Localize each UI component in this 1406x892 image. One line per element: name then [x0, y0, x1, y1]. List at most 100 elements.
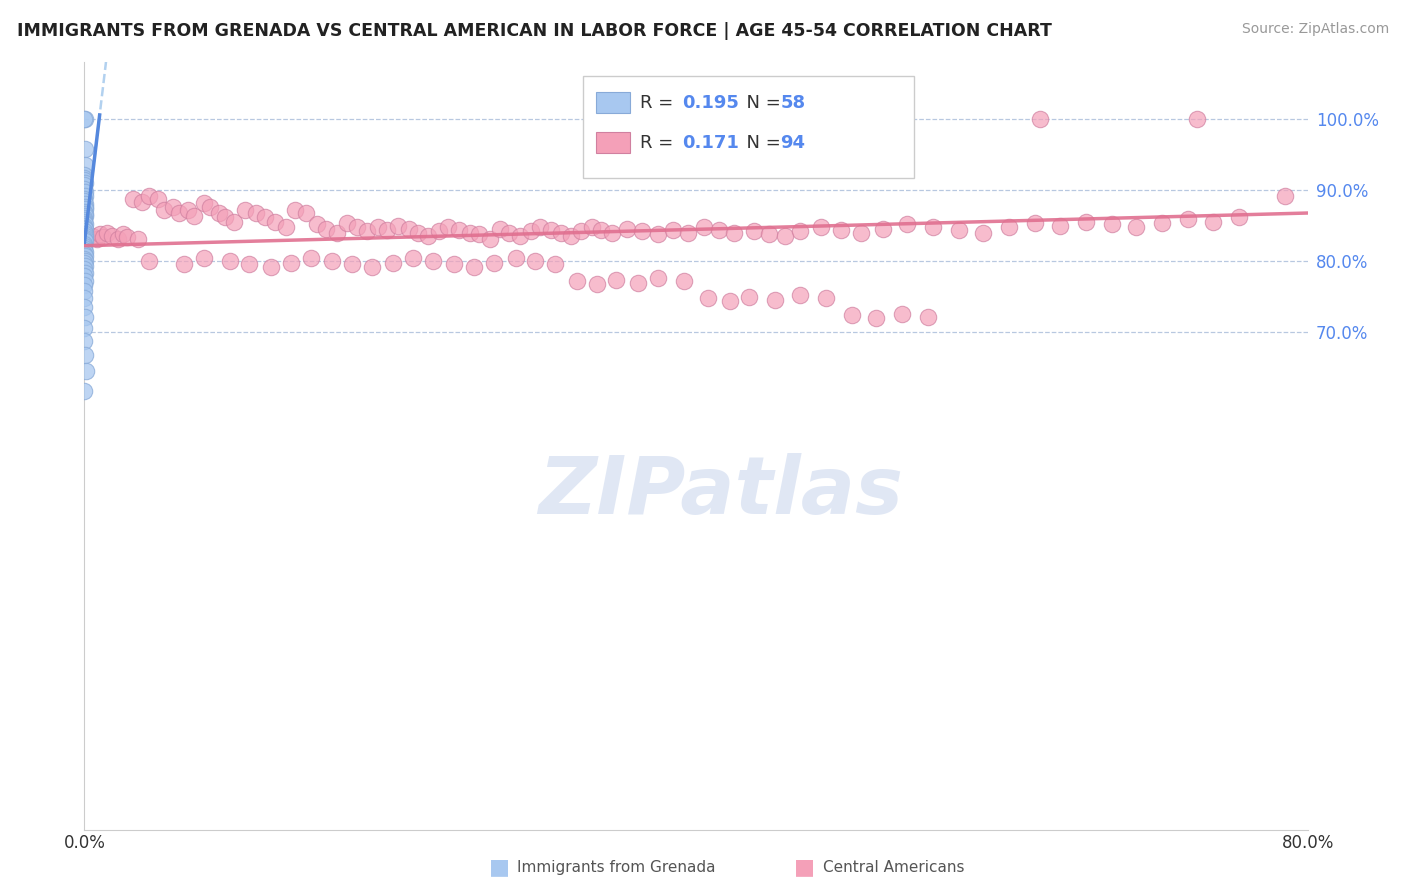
- Point: [177, 203, 200, 218]
- Text: Central Americans: Central Americans: [823, 860, 965, 874]
- Point: [193, 252, 215, 266]
- Point: [765, 293, 787, 307]
- Point: [692, 220, 714, 235]
- Point: [73, 278, 96, 293]
- Point: [814, 291, 837, 305]
- Point: [336, 216, 359, 230]
- Point: [89, 227, 111, 242]
- Point: [375, 223, 398, 237]
- Point: [865, 311, 887, 326]
- Point: [321, 254, 343, 268]
- Point: [193, 196, 215, 211]
- Point: [325, 226, 347, 240]
- Point: [73, 158, 96, 172]
- Point: [1049, 219, 1071, 233]
- Point: [616, 221, 638, 235]
- Point: [73, 243, 96, 257]
- Point: [560, 228, 582, 243]
- Point: [891, 307, 914, 321]
- Point: [153, 203, 176, 218]
- Point: [131, 194, 153, 209]
- Text: 94: 94: [780, 134, 806, 152]
- Text: ■: ■: [489, 857, 509, 877]
- Point: [73, 182, 96, 196]
- Point: [73, 225, 96, 239]
- Point: [75, 235, 97, 249]
- Point: [75, 273, 97, 287]
- Point: [742, 225, 765, 239]
- Point: [138, 254, 160, 268]
- Point: [529, 220, 551, 235]
- Point: [73, 192, 96, 206]
- Point: [214, 211, 236, 225]
- Text: Immigrants from Grenada: Immigrants from Grenada: [517, 860, 716, 874]
- Point: [305, 218, 328, 232]
- Point: [723, 226, 745, 240]
- Point: [73, 300, 96, 314]
- Point: [1177, 211, 1199, 226]
- Point: [75, 207, 97, 221]
- Point: [1187, 112, 1209, 127]
- Point: [922, 220, 945, 235]
- Point: [299, 252, 322, 266]
- Point: [418, 228, 440, 243]
- Point: [585, 277, 607, 291]
- Point: [276, 220, 298, 235]
- Point: [1274, 189, 1296, 203]
- Point: [73, 269, 96, 284]
- Point: [80, 229, 103, 244]
- Point: [264, 214, 287, 228]
- Text: 0.195: 0.195: [682, 94, 738, 112]
- Point: [73, 262, 96, 277]
- Point: [678, 226, 700, 240]
- Point: [73, 247, 96, 261]
- Point: [73, 321, 96, 335]
- Point: [1202, 214, 1225, 228]
- Point: [672, 274, 695, 288]
- Text: N =: N =: [735, 134, 787, 152]
- Point: [524, 254, 547, 268]
- Point: [73, 178, 96, 192]
- Point: [73, 168, 96, 182]
- Point: [122, 192, 145, 206]
- Text: ZIPatlas: ZIPatlas: [538, 453, 903, 531]
- Point: [75, 254, 97, 268]
- Point: [498, 226, 520, 240]
- Point: [75, 260, 97, 274]
- Text: IMMIGRANTS FROM GRENADA VS CENTRAL AMERICAN IN LABOR FORCE | AGE 45-54 CORRELATI: IMMIGRANTS FROM GRENADA VS CENTRAL AMERI…: [17, 22, 1052, 40]
- Point: [447, 223, 470, 237]
- Point: [73, 173, 96, 187]
- Point: [75, 197, 97, 211]
- Point: [468, 227, 491, 242]
- Point: [73, 384, 96, 398]
- Point: [789, 288, 811, 302]
- Point: [406, 226, 429, 240]
- Point: [183, 209, 205, 223]
- Point: [458, 226, 481, 240]
- Point: [647, 227, 669, 242]
- Point: [73, 221, 96, 235]
- Point: [73, 194, 96, 208]
- Point: [382, 256, 405, 270]
- Point: [948, 223, 970, 237]
- Point: [73, 112, 96, 127]
- Point: [1152, 216, 1174, 230]
- Point: [101, 228, 124, 243]
- Point: [260, 260, 283, 274]
- Point: [73, 213, 96, 227]
- Point: [482, 256, 505, 270]
- Point: [75, 364, 97, 378]
- Point: [208, 206, 231, 220]
- Point: [463, 260, 485, 274]
- Point: [605, 273, 627, 287]
- Point: [830, 223, 852, 237]
- Point: [718, 294, 741, 309]
- Point: [218, 254, 240, 268]
- Text: 58: 58: [780, 94, 806, 112]
- Point: [520, 225, 543, 239]
- Point: [422, 254, 444, 268]
- Point: [75, 189, 97, 203]
- Point: [138, 189, 160, 203]
- Point: [198, 200, 221, 214]
- Point: [73, 142, 96, 156]
